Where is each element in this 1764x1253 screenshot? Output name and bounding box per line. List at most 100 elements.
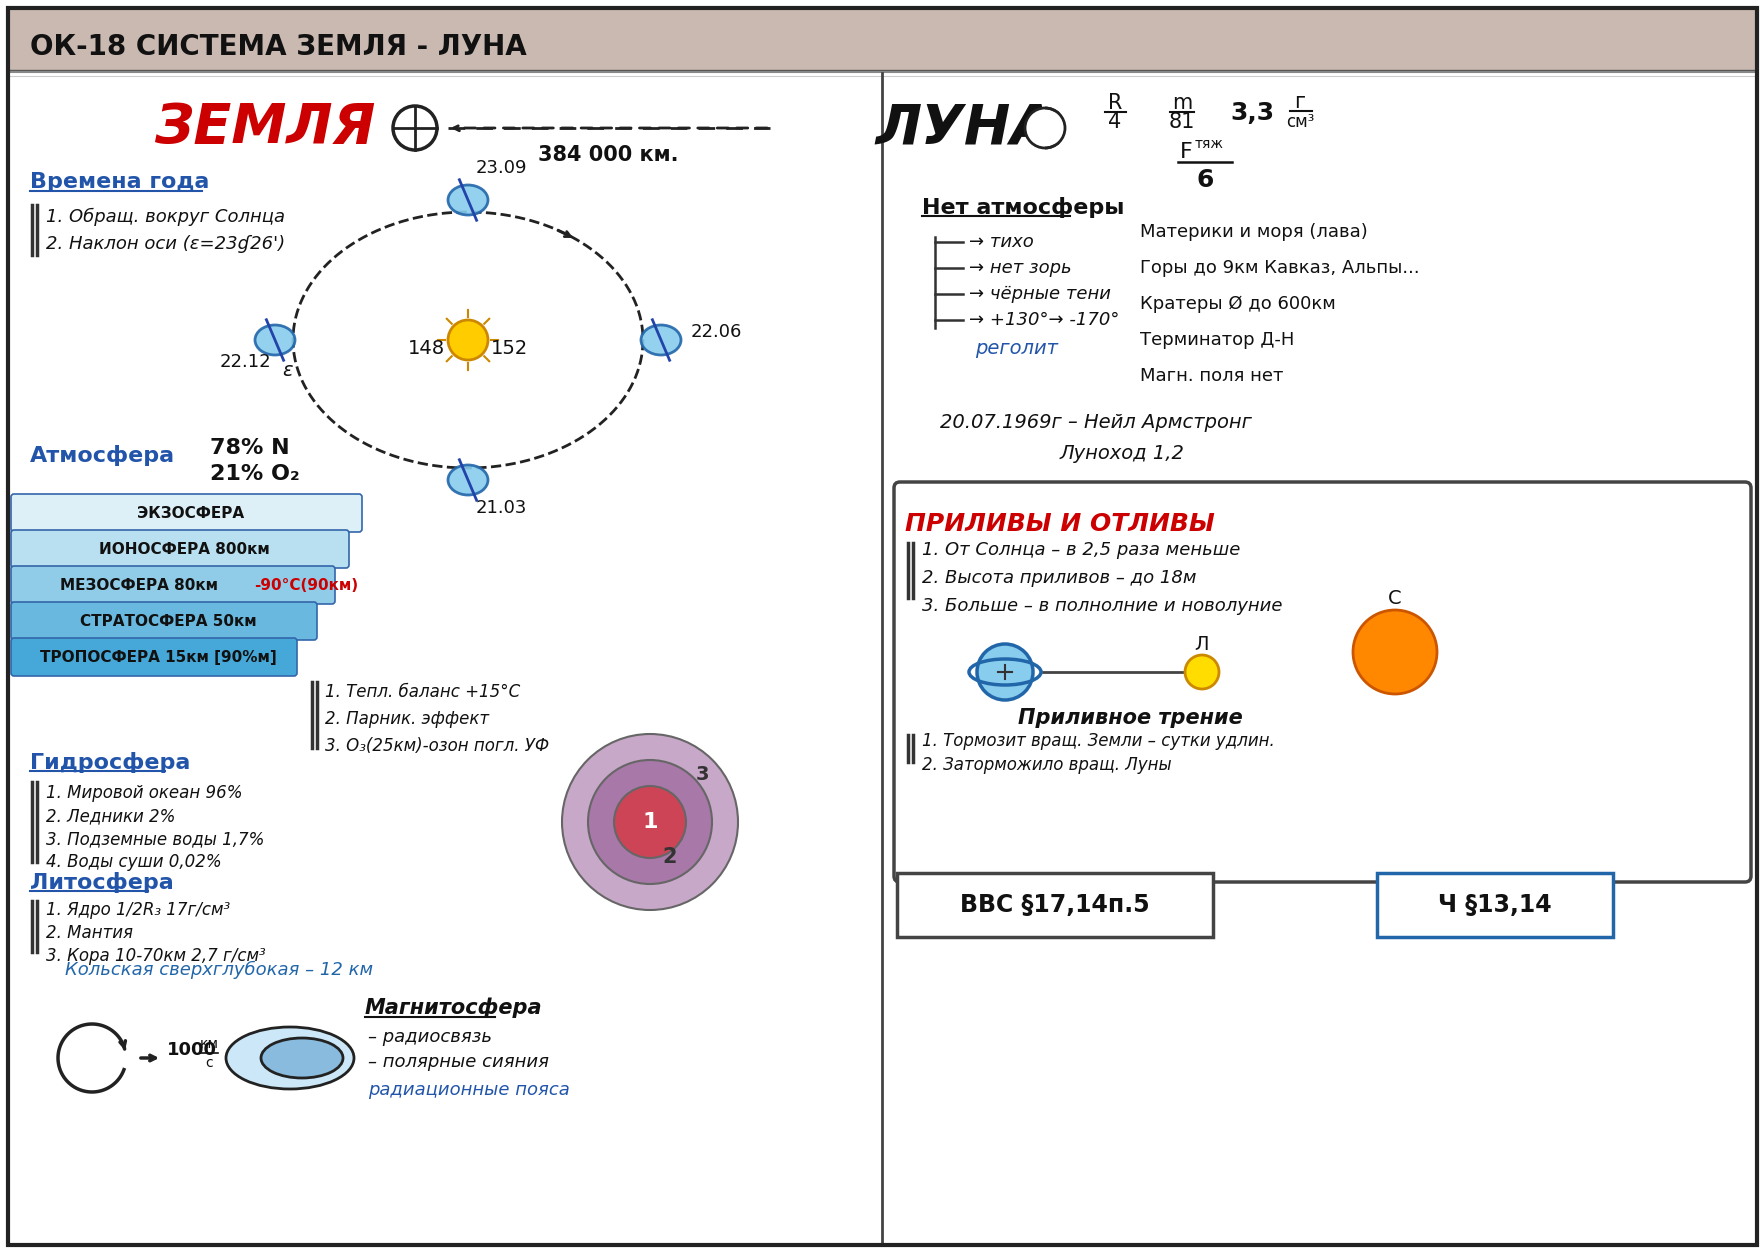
Text: 4. Воды суши 0,02%: 4. Воды суши 0,02% — [46, 853, 222, 871]
Circle shape — [614, 786, 686, 858]
Text: С: С — [1388, 589, 1401, 608]
Text: m: m — [1171, 93, 1191, 113]
Text: ЗЕМЛЯ: ЗЕМЛЯ — [153, 101, 376, 155]
Text: 152: 152 — [490, 338, 529, 357]
Text: Магнитосфера: Магнитосфера — [365, 997, 542, 1019]
Text: тяж: тяж — [1194, 137, 1222, 152]
Circle shape — [1184, 655, 1219, 689]
Text: 23.09: 23.09 — [476, 159, 527, 177]
FancyBboxPatch shape — [11, 530, 349, 568]
Text: ОК-18 СИСТЕМА ЗЕМЛЯ - ЛУНА: ОК-18 СИСТЕМА ЗЕМЛЯ - ЛУНА — [30, 33, 526, 61]
Text: 3. Кора 10-70км 2,7 г/см³: 3. Кора 10-70км 2,7 г/см³ — [46, 947, 265, 965]
Text: с: с — [205, 1056, 212, 1070]
Text: 1. Мировой океан 96%: 1. Мировой океан 96% — [46, 784, 242, 802]
Text: 3. Больше – в полнолние и новолуние: 3. Больше – в полнолние и новолуние — [921, 596, 1282, 615]
Text: 3: 3 — [695, 764, 709, 783]
Text: → тихо: → тихо — [968, 233, 1034, 251]
Text: 3. Подземные воды 1,7%: 3. Подземные воды 1,7% — [46, 829, 265, 848]
Text: 20.07.1969г – Нейл Армстронг: 20.07.1969г – Нейл Армстронг — [940, 412, 1251, 431]
FancyBboxPatch shape — [1376, 873, 1612, 937]
Text: 148: 148 — [407, 338, 445, 357]
Text: Ч §13,14: Ч §13,14 — [1438, 893, 1551, 917]
Text: 384 000 км.: 384 000 км. — [538, 145, 677, 165]
Text: – полярные сияния: – полярные сияния — [367, 1053, 549, 1071]
Text: км: км — [199, 1037, 219, 1051]
Text: Атмосфера: Атмосфера — [30, 445, 175, 466]
Ellipse shape — [226, 1027, 355, 1089]
Text: Магн. поля нет: Магн. поля нет — [1140, 367, 1282, 385]
Text: Луноход 1,2: Луноход 1,2 — [1060, 444, 1184, 462]
Text: R: R — [1108, 93, 1122, 113]
Text: Л: Л — [1194, 634, 1208, 654]
Text: радиационные пояса: радиационные пояса — [367, 1081, 570, 1099]
Text: 1. От Солнца – в 2,5 раза меньше: 1. От Солнца – в 2,5 раза меньше — [921, 541, 1240, 559]
Ellipse shape — [254, 325, 295, 355]
Text: Литосфера: Литосфера — [30, 872, 173, 892]
Text: 1: 1 — [642, 812, 658, 832]
FancyBboxPatch shape — [11, 638, 296, 677]
FancyBboxPatch shape — [11, 494, 362, 533]
Text: 22.12: 22.12 — [220, 353, 272, 371]
Text: 1000: 1000 — [168, 1041, 217, 1059]
Circle shape — [448, 320, 487, 360]
FancyBboxPatch shape — [11, 566, 335, 604]
Text: 81: 81 — [1168, 112, 1194, 132]
Text: Материки и моря (лава): Материки и моря (лава) — [1140, 223, 1367, 241]
Text: 3,3: 3,3 — [1230, 101, 1274, 125]
Text: МЕЗОСФЕРА 80км: МЕЗОСФЕРА 80км — [60, 578, 217, 593]
Text: Гидросфера: Гидросфера — [30, 752, 191, 773]
Text: 2. Наклон оси (ε=23ɠ26'): 2. Наклон оси (ε=23ɠ26') — [46, 236, 286, 253]
Text: 2. Заторможило вращ. Луны: 2. Заторможило вращ. Луны — [921, 756, 1171, 774]
Text: 4: 4 — [1108, 112, 1120, 132]
Text: г: г — [1293, 91, 1305, 112]
Ellipse shape — [448, 185, 487, 216]
Ellipse shape — [640, 325, 681, 355]
FancyBboxPatch shape — [896, 873, 1212, 937]
Text: 22.06: 22.06 — [691, 323, 743, 341]
Text: ε: ε — [282, 361, 293, 380]
Text: 1. Ядро 1/2R₃ 17г/см³: 1. Ядро 1/2R₃ 17г/см³ — [46, 901, 229, 918]
FancyBboxPatch shape — [894, 482, 1750, 882]
Text: реголит: реголит — [974, 338, 1057, 357]
Text: Кольская сверхглубокая – 12 км: Кольская сверхглубокая – 12 км — [65, 961, 372, 979]
Text: Приливное трение: Приливное трение — [1018, 708, 1242, 728]
Text: -90°C(90км): -90°C(90км) — [254, 578, 358, 593]
Text: 2. Парник. эффект: 2. Парник. эффект — [325, 710, 489, 728]
Circle shape — [977, 644, 1032, 700]
Text: ИОНОСФЕРА 800км: ИОНОСФЕРА 800км — [99, 541, 270, 556]
Text: 1. Обращ. вокруг Солнца: 1. Обращ. вокруг Солнца — [46, 208, 284, 226]
Text: ПРИЛИВЫ И ОТЛИВЫ: ПРИЛИВЫ И ОТЛИВЫ — [905, 512, 1214, 536]
Text: см³: см³ — [1286, 113, 1314, 132]
Ellipse shape — [448, 465, 487, 495]
Ellipse shape — [261, 1037, 342, 1078]
Text: 2. Мантия: 2. Мантия — [46, 923, 132, 942]
Text: Времена года: Времена года — [30, 172, 210, 192]
Circle shape — [1025, 108, 1064, 148]
Circle shape — [1025, 108, 1064, 148]
Text: 1. Тепл. баланс +15°C: 1. Тепл. баланс +15°C — [325, 683, 520, 700]
Circle shape — [393, 107, 437, 150]
Text: Кратеры Ø до 600км: Кратеры Ø до 600км — [1140, 294, 1335, 313]
Text: ТРОПОСФЕРА 15км [90%м]: ТРОПОСФЕРА 15км [90%м] — [39, 649, 277, 664]
Text: 6: 6 — [1196, 168, 1214, 192]
Text: 78% N: 78% N — [210, 439, 289, 459]
Text: 2. Ледники 2%: 2. Ледники 2% — [46, 807, 175, 824]
Circle shape — [587, 761, 711, 885]
Text: 2: 2 — [662, 847, 677, 867]
Circle shape — [1353, 610, 1436, 694]
Circle shape — [1039, 112, 1071, 144]
FancyBboxPatch shape — [9, 8, 1755, 70]
Text: → нет зорь: → нет зорь — [968, 259, 1071, 277]
Text: 2. Высота приливов – до 18м: 2. Высота приливов – до 18м — [921, 569, 1196, 586]
Text: 3. O₃(25км)-озон погл. УФ: 3. O₃(25км)-озон погл. УФ — [325, 737, 549, 756]
Text: СТРАТОСФЕРА 50км: СТРАТОСФЕРА 50км — [79, 614, 256, 629]
Text: ЛУНА: ЛУНА — [875, 101, 1053, 155]
Text: → +130°→ -170°: → +130°→ -170° — [968, 311, 1118, 330]
Text: ВВС §17,14п.5: ВВС §17,14п.5 — [960, 893, 1148, 917]
Text: Нет атмосферы: Нет атмосферы — [921, 197, 1124, 218]
Text: Горы до 9км Кавказ, Альпы...: Горы до 9км Кавказ, Альпы... — [1140, 259, 1418, 277]
Text: → чёрные тени: → чёрные тени — [968, 284, 1110, 303]
Text: – радиосвязь: – радиосвязь — [367, 1027, 492, 1046]
Text: ЭКЗОСФЕРА: ЭКЗОСФЕРА — [138, 505, 243, 520]
Circle shape — [561, 734, 737, 910]
